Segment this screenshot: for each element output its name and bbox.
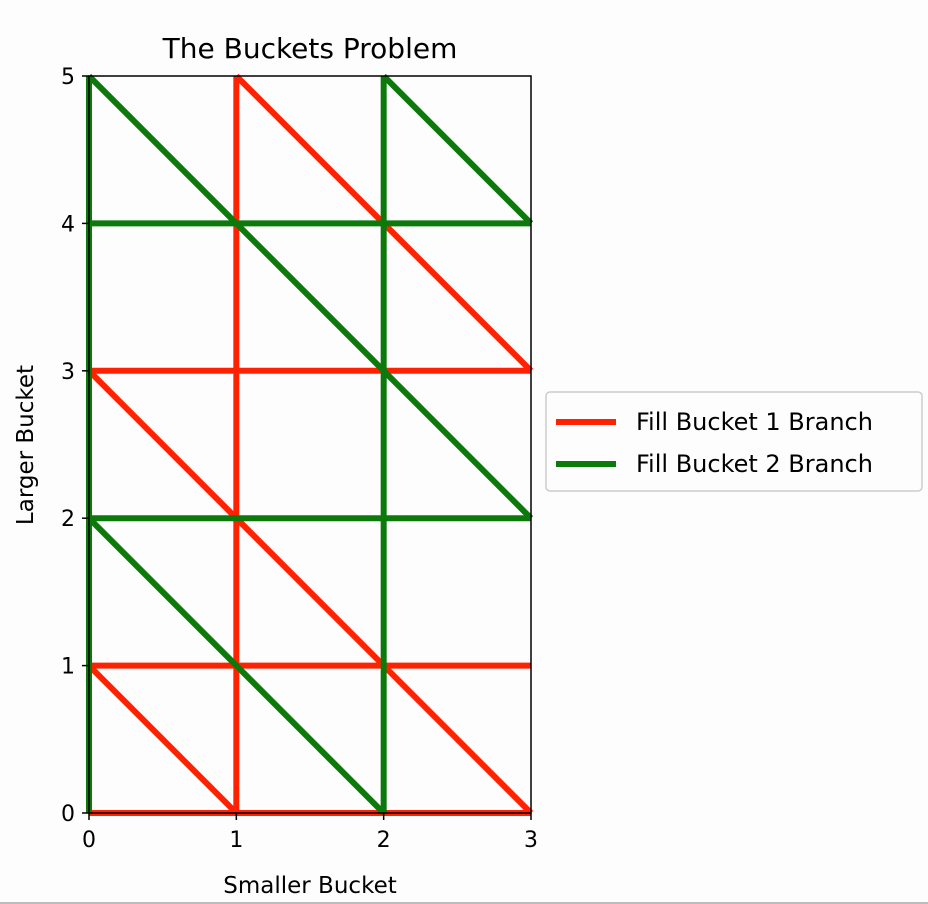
y-tick-label-2: 2 xyxy=(61,507,75,532)
plot-frame xyxy=(88,75,532,814)
y-axis-ticks: 0 1 2 3 4 5 xyxy=(61,65,89,827)
series-1 xyxy=(86,73,534,816)
legend-label-fill-bucket-2: Fill Bucket 2 Branch xyxy=(636,450,873,478)
legend: Fill Bucket 1 Branch Fill Bucket 2 Branc… xyxy=(545,391,923,492)
series-2-segment-7 xyxy=(381,73,534,226)
series-1-segment-5 xyxy=(86,368,534,816)
y-tick-label-5: 5 xyxy=(61,65,75,90)
y-tick-label-3: 3 xyxy=(61,360,75,385)
x-axis-label: Smaller Bucket xyxy=(223,873,396,899)
y-tick-label-0: 0 xyxy=(61,802,75,827)
series-1-segment-2 xyxy=(86,663,239,816)
x-tick-label-2: 2 xyxy=(377,828,391,853)
plot-area xyxy=(86,73,534,816)
series-2-segment-4 xyxy=(86,516,386,816)
x-tick-label-3: 3 xyxy=(524,828,538,853)
y-tick-label-1: 1 xyxy=(61,655,75,680)
series-2-segment-2 xyxy=(86,73,534,521)
x-axis-ticks: 0 1 2 3 xyxy=(82,813,538,853)
chart-title: The Buckets Problem xyxy=(162,32,458,65)
bottom-divider xyxy=(0,902,928,904)
legend-box xyxy=(545,391,923,492)
legend-label-fill-bucket-1: Fill Bucket 1 Branch xyxy=(636,408,873,436)
y-axis-label: Larger Bucket xyxy=(13,365,39,525)
x-tick-label-0: 0 xyxy=(82,828,96,853)
y-tick-label-4: 4 xyxy=(61,212,75,237)
x-tick-label-1: 1 xyxy=(229,828,243,853)
series-2 xyxy=(86,73,534,816)
